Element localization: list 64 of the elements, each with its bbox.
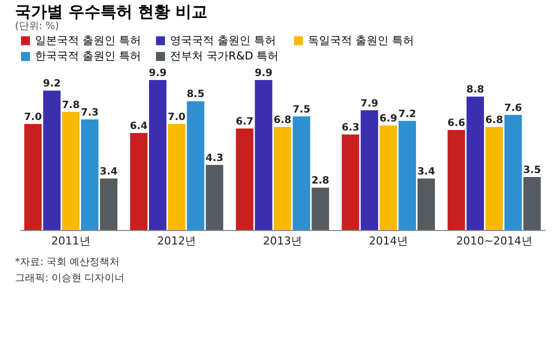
bar xyxy=(342,134,360,230)
data-label: 7.0 xyxy=(168,112,186,123)
text: 그래픽: 이승현 디자이너 xyxy=(15,273,125,284)
bar xyxy=(418,178,435,230)
data-label: 7.9 xyxy=(360,98,378,110)
bar xyxy=(312,188,330,230)
bar xyxy=(81,119,98,230)
bar xyxy=(206,164,224,230)
legend-label: 전부처 국가R&D 특허 xyxy=(170,50,279,62)
legend-label: 영국국적 출원인 특허 xyxy=(170,34,276,47)
bar xyxy=(523,176,541,230)
data-label: 6.4 xyxy=(130,121,148,132)
bar xyxy=(100,178,118,230)
data-label: 3.4 xyxy=(417,166,436,178)
data-label: 9.2 xyxy=(43,78,61,90)
bar xyxy=(236,128,254,230)
legend-label: 일본국적 출원인 특허 xyxy=(35,34,141,47)
legend-label: 독일국적 출원인 특허 xyxy=(308,34,414,47)
bar xyxy=(254,80,272,230)
bar xyxy=(62,112,80,230)
data-label: 6.6 xyxy=(447,118,466,129)
bar xyxy=(149,80,166,230)
x-tick-label: 2014년 xyxy=(368,234,408,248)
chart-subtitle: (단위: %) xyxy=(15,21,59,32)
data-label: 8.8 xyxy=(466,84,484,96)
bar xyxy=(380,125,398,230)
data-label: 3.5 xyxy=(523,164,541,176)
data-label: 8.5 xyxy=(186,89,204,100)
bar xyxy=(130,133,148,230)
data-label: 2.8 xyxy=(312,176,330,187)
data-label: 7.8 xyxy=(62,100,80,111)
data-label: 7.3 xyxy=(80,107,99,118)
x-tick-label: 2013년 xyxy=(263,234,302,248)
bar xyxy=(43,90,61,230)
bar xyxy=(398,120,416,230)
data-label: 6.7 xyxy=(236,116,254,128)
data-label: 3.4 xyxy=(100,166,118,178)
x-tick-label: 2012년 xyxy=(157,234,196,248)
legend-label: 한국국적 출원인 특허 xyxy=(35,50,141,62)
data-label: 7.5 xyxy=(292,104,310,116)
bar xyxy=(186,101,204,230)
x-tick-label: 2010~2014년 xyxy=(456,234,532,248)
bar xyxy=(168,124,186,230)
data-label: 6.8 xyxy=(485,114,504,126)
x-tick-label: 2011년 xyxy=(51,234,90,248)
data-label: 6.3 xyxy=(342,122,360,134)
bar xyxy=(360,110,378,230)
data-label: 6.8 xyxy=(274,114,292,126)
bar xyxy=(448,130,466,230)
bar xyxy=(292,116,310,230)
bar xyxy=(504,114,522,230)
bar xyxy=(24,124,42,230)
bar xyxy=(466,96,484,230)
data-label: 6.9 xyxy=(379,113,398,124)
bar xyxy=(485,126,503,230)
bar xyxy=(274,126,292,230)
data-label: 7.2 xyxy=(398,108,416,120)
data-label: 7.6 xyxy=(504,102,522,114)
data-label: 7.0 xyxy=(24,112,42,123)
data-label: 9.9 xyxy=(148,68,167,79)
text: *자료: 국회 예산정책처 xyxy=(15,257,120,268)
chart-title: 국가별 우수특허 현황 비교 xyxy=(15,2,208,21)
data-label: 4.3 xyxy=(206,152,224,164)
data-label: 9.9 xyxy=(254,68,272,79)
